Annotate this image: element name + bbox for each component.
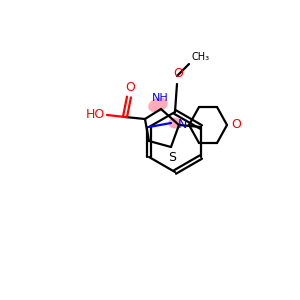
Text: N: N — [178, 118, 187, 131]
Text: S: S — [168, 151, 176, 164]
Text: O: O — [173, 67, 183, 80]
Text: CH₃: CH₃ — [191, 52, 209, 62]
Text: NH: NH — [152, 93, 168, 103]
Text: O: O — [125, 81, 135, 94]
Ellipse shape — [148, 98, 168, 112]
Text: O: O — [231, 118, 241, 131]
Ellipse shape — [169, 118, 182, 128]
Text: HO: HO — [86, 109, 105, 122]
